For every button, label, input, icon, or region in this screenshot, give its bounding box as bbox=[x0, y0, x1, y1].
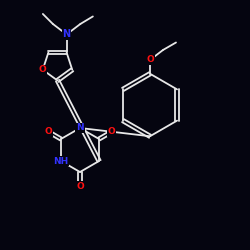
Text: O: O bbox=[76, 182, 84, 191]
Text: O: O bbox=[146, 56, 154, 64]
Text: O: O bbox=[108, 127, 116, 136]
Text: NH: NH bbox=[53, 156, 68, 166]
Text: N: N bbox=[62, 30, 71, 40]
Text: O: O bbox=[39, 65, 47, 74]
Text: N: N bbox=[76, 124, 84, 132]
Text: O: O bbox=[44, 127, 52, 136]
